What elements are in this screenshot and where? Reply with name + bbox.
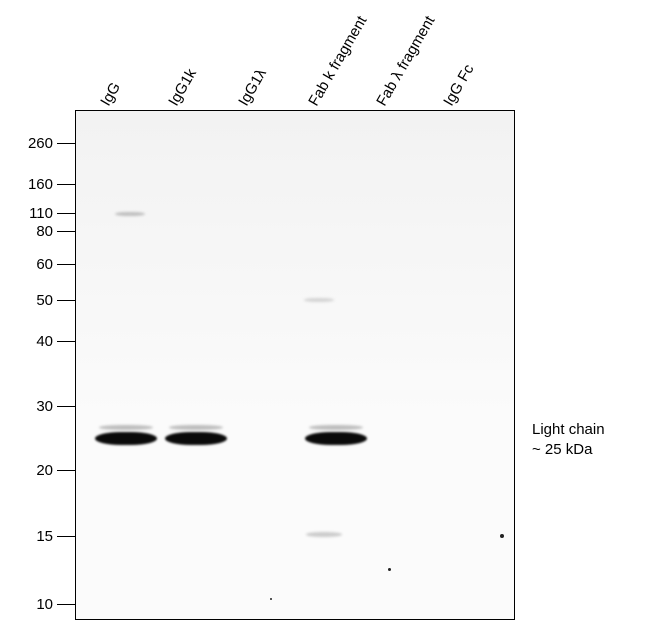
blot-faint-band	[304, 298, 334, 302]
blot-faint-band	[306, 532, 342, 537]
lane-label: IgG	[97, 80, 124, 109]
lane-label: IgG Fc	[440, 62, 477, 109]
mw-label: 15	[36, 528, 53, 545]
mw-tick	[57, 231, 75, 232]
mw-tick	[57, 341, 75, 342]
blot-band	[95, 432, 157, 445]
mw-tick	[57, 300, 75, 301]
mw-label: 260	[28, 135, 53, 152]
blot-band-halo	[99, 425, 153, 430]
blot-band	[305, 432, 367, 445]
mw-label: 110	[29, 205, 53, 222]
lane-label: IgG1λ	[235, 66, 270, 109]
mw-label: 60	[36, 256, 53, 273]
blot-band-halo	[309, 425, 363, 430]
mw-tick	[57, 536, 75, 537]
blot-faint-band	[115, 212, 145, 216]
blot-band	[165, 432, 227, 445]
blot-band-halo	[169, 425, 223, 430]
mw-tick	[57, 213, 75, 214]
mw-label: 30	[36, 398, 53, 415]
blot-speck	[500, 534, 504, 538]
band-annotation: Light chain ~ 25 kDa	[532, 420, 605, 461]
mw-tick	[57, 143, 75, 144]
mw-tick	[57, 470, 75, 471]
mw-tick	[57, 604, 75, 605]
blot-speck	[388, 568, 391, 571]
blot-membrane	[75, 110, 515, 620]
lane-label: Fab λ fragment	[373, 13, 438, 109]
blot-speck	[270, 598, 272, 600]
annotation-line2: ~ 25 kDa	[532, 441, 592, 458]
mw-label: 80	[36, 223, 53, 240]
mw-label: 40	[36, 333, 53, 350]
lane-label: Fab k fragment	[305, 13, 370, 109]
annotation-line1: Light chain	[532, 421, 605, 438]
mw-label: 50	[36, 292, 53, 309]
lane-label: IgG1k	[165, 66, 200, 109]
mw-tick	[57, 406, 75, 407]
mw-label: 20	[36, 462, 53, 479]
mw-tick	[57, 184, 75, 185]
mw-label: 10	[36, 596, 53, 613]
mw-tick	[57, 264, 75, 265]
mw-label: 160	[28, 176, 53, 193]
